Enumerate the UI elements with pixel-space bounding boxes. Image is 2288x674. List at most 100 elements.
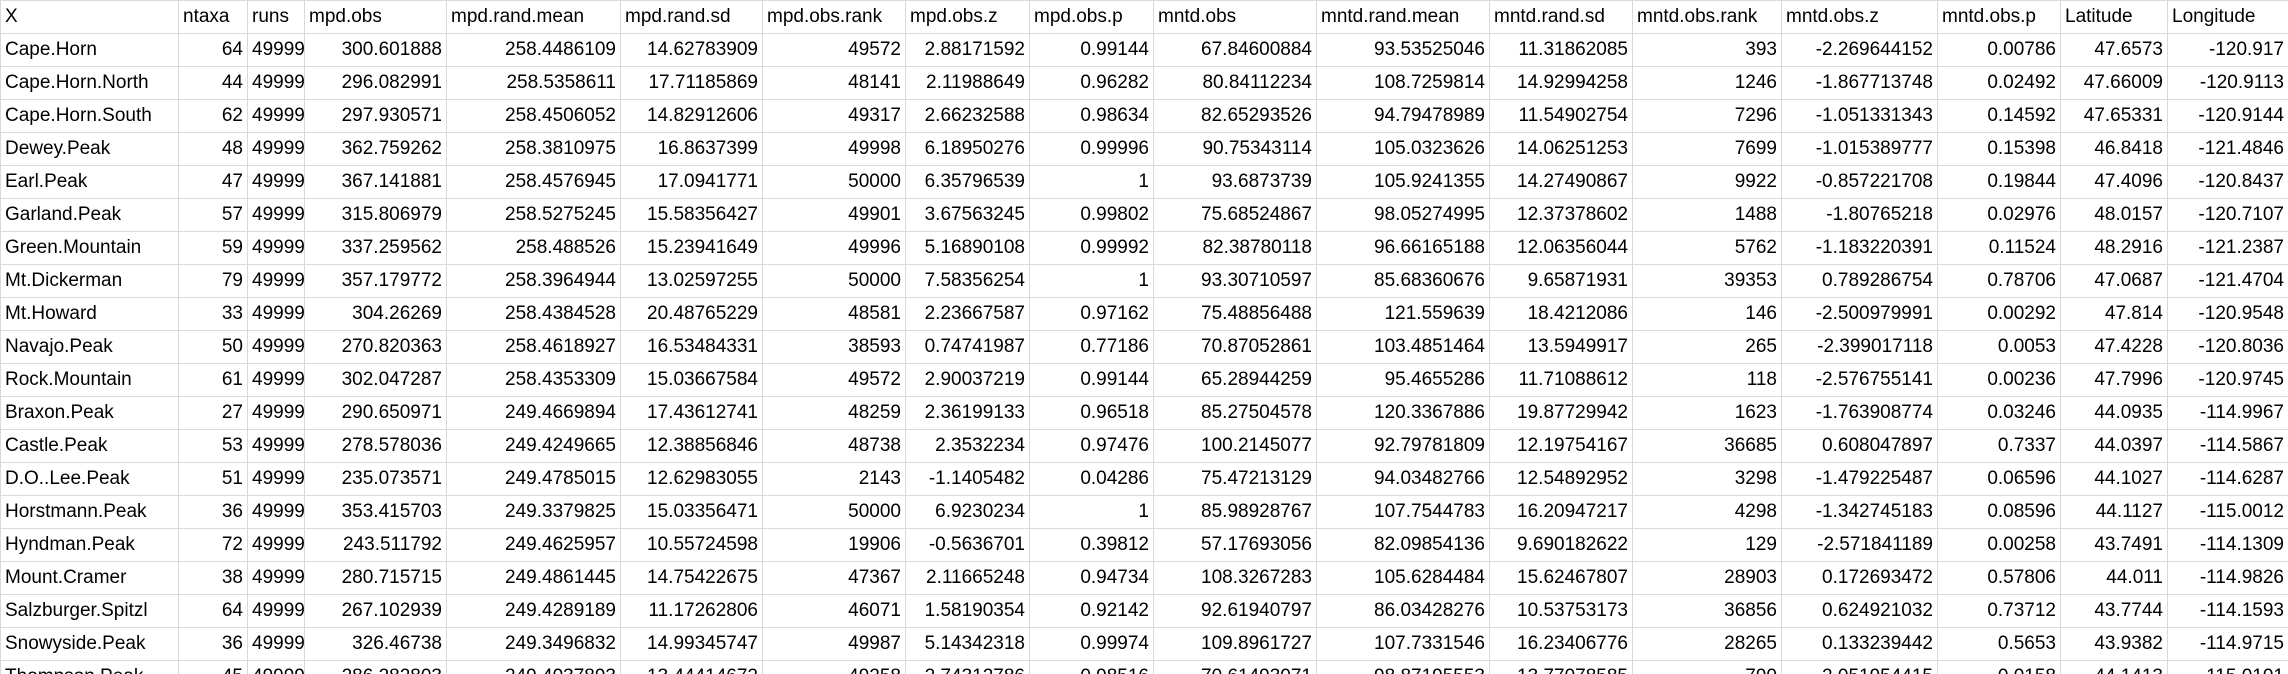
data-cell[interactable]: 0.98516 [1029, 660, 1154, 674]
data-cell[interactable]: 2.23667587 [905, 297, 1030, 331]
data-cell[interactable]: 48.0157 [2060, 198, 2168, 232]
data-cell[interactable]: 258.5275245 [446, 198, 621, 232]
data-cell[interactable]: 49998 [762, 132, 906, 166]
data-cell[interactable]: 146 [1632, 297, 1782, 331]
data-cell[interactable]: -1.342745183 [1781, 495, 1938, 529]
data-cell[interactable]: 0.97476 [1029, 429, 1154, 463]
data-cell[interactable]: 278.578036 [304, 429, 447, 463]
data-cell[interactable]: 105.6284484 [1316, 561, 1490, 595]
data-cell[interactable]: 46071 [762, 594, 906, 628]
data-cell[interactable]: 94.79478989 [1316, 99, 1490, 133]
data-cell[interactable]: 17.71185869 [620, 66, 763, 100]
data-cell[interactable]: 47.65331 [2060, 99, 2168, 133]
data-cell[interactable]: 93.6873739 [1153, 165, 1317, 199]
data-cell[interactable]: -121.4846 [2167, 132, 2288, 166]
data-cell[interactable]: 5.14342318 [905, 627, 1030, 661]
data-cell[interactable]: -1.1405482 [905, 462, 1030, 496]
data-cell[interactable]: 326.46738 [304, 627, 447, 661]
data-cell[interactable]: 249.4037893 [446, 660, 621, 674]
data-cell[interactable]: 98.87195553 [1316, 660, 1490, 674]
data-cell[interactable]: 62 [178, 99, 248, 133]
data-cell[interactable]: 0.03246 [1937, 396, 2061, 430]
data-cell[interactable]: 1.58190354 [905, 594, 1030, 628]
data-cell[interactable]: 0.624921032 [1781, 594, 1938, 628]
data-cell[interactable]: 82.38780118 [1153, 231, 1317, 265]
data-cell[interactable]: -114.1593 [2167, 594, 2288, 628]
data-cell[interactable]: 18.4212086 [1489, 297, 1633, 331]
data-cell[interactable]: 47367 [762, 561, 906, 595]
data-cell[interactable]: 249.4861445 [446, 561, 621, 595]
data-cell[interactable]: 44.1127 [2060, 495, 2168, 529]
data-cell[interactable]: -120.917 [2167, 33, 2288, 67]
data-cell[interactable]: 44.0397 [2060, 429, 2168, 463]
header-cell[interactable]: mpd.obs.p [1029, 0, 1154, 34]
data-cell[interactable]: 47.7996 [2060, 363, 2168, 397]
data-cell[interactable]: 50000 [762, 165, 906, 199]
data-cell[interactable]: -115.0101 [2167, 660, 2288, 674]
data-cell[interactable]: 47 [178, 165, 248, 199]
row-label-cell[interactable]: Navajo.Peak [0, 330, 179, 364]
data-cell[interactable]: 50000 [762, 495, 906, 529]
header-cell[interactable]: mntd.obs.z [1781, 0, 1938, 34]
data-cell[interactable]: 43.7491 [2060, 528, 2168, 562]
data-cell[interactable]: 67.84600884 [1153, 33, 1317, 67]
data-cell[interactable]: 49999 [247, 330, 305, 364]
data-cell[interactable]: 49572 [762, 363, 906, 397]
data-cell[interactable]: 15.58356427 [620, 198, 763, 232]
data-cell[interactable]: 280.715715 [304, 561, 447, 595]
data-cell[interactable]: 304.26269 [304, 297, 447, 331]
data-cell[interactable]: 20.48765229 [620, 297, 763, 331]
data-cell[interactable]: 249.3496832 [446, 627, 621, 661]
data-cell[interactable]: 15.62467807 [1489, 561, 1633, 595]
data-cell[interactable]: 0.92142 [1029, 594, 1154, 628]
data-cell[interactable]: 7296 [1632, 99, 1782, 133]
data-cell[interactable]: 2.88171592 [905, 33, 1030, 67]
data-cell[interactable]: 362.759262 [304, 132, 447, 166]
data-cell[interactable]: 65.28944259 [1153, 363, 1317, 397]
data-cell[interactable]: 44.011 [2060, 561, 2168, 595]
data-cell[interactable]: 265 [1632, 330, 1782, 364]
data-cell[interactable]: 49317 [762, 99, 906, 133]
data-cell[interactable]: 49999 [247, 231, 305, 265]
data-cell[interactable]: 0.7337 [1937, 429, 2061, 463]
data-cell[interactable]: 0.99974 [1029, 627, 1154, 661]
data-cell[interactable]: 85.27504578 [1153, 396, 1317, 430]
data-cell[interactable]: 75.68524867 [1153, 198, 1317, 232]
data-cell[interactable]: 103.4851464 [1316, 330, 1490, 364]
data-cell[interactable]: 17.0941771 [620, 165, 763, 199]
data-cell[interactable]: 49999 [247, 594, 305, 628]
data-cell[interactable]: 107.7544783 [1316, 495, 1490, 529]
data-cell[interactable]: 49996 [762, 231, 906, 265]
header-cell[interactable]: mntd.rand.sd [1489, 0, 1633, 34]
data-cell[interactable]: 16.23406776 [1489, 627, 1633, 661]
data-cell[interactable]: 1 [1029, 264, 1154, 298]
data-cell[interactable]: 49572 [762, 33, 906, 67]
data-cell[interactable]: 27 [178, 396, 248, 430]
data-cell[interactable]: 300.601888 [304, 33, 447, 67]
data-cell[interactable]: 64 [178, 594, 248, 628]
data-cell[interactable]: 290.650971 [304, 396, 447, 430]
data-cell[interactable]: 258.4486109 [446, 33, 621, 67]
data-cell[interactable]: -1.80765218 [1781, 198, 1938, 232]
data-cell[interactable]: -2.051954415 [1781, 660, 1938, 674]
data-cell[interactable]: 1623 [1632, 396, 1782, 430]
data-cell[interactable]: 43.9382 [2060, 627, 2168, 661]
header-cell[interactable]: Latitude [2060, 0, 2168, 34]
data-cell[interactable]: 15.23941649 [620, 231, 763, 265]
data-cell[interactable]: 249.4669894 [446, 396, 621, 430]
data-cell[interactable]: 108.3267283 [1153, 561, 1317, 595]
row-label-cell[interactable]: Hyndman.Peak [0, 528, 179, 562]
data-cell[interactable]: 48.2916 [2060, 231, 2168, 265]
data-cell[interactable]: 14.92994258 [1489, 66, 1633, 100]
data-cell[interactable]: 36856 [1632, 594, 1782, 628]
data-cell[interactable]: 0.08596 [1937, 495, 2061, 529]
data-cell[interactable]: 46.8418 [2060, 132, 2168, 166]
data-cell[interactable]: 82.09854136 [1316, 528, 1490, 562]
data-cell[interactable]: 57 [178, 198, 248, 232]
data-cell[interactable]: 302.047287 [304, 363, 447, 397]
data-cell[interactable]: 249.4249665 [446, 429, 621, 463]
data-cell[interactable]: 49999 [247, 66, 305, 100]
data-cell[interactable]: 10.53753173 [1489, 594, 1633, 628]
data-cell[interactable]: -1.479225487 [1781, 462, 1938, 496]
data-cell[interactable]: 9.690182622 [1489, 528, 1633, 562]
